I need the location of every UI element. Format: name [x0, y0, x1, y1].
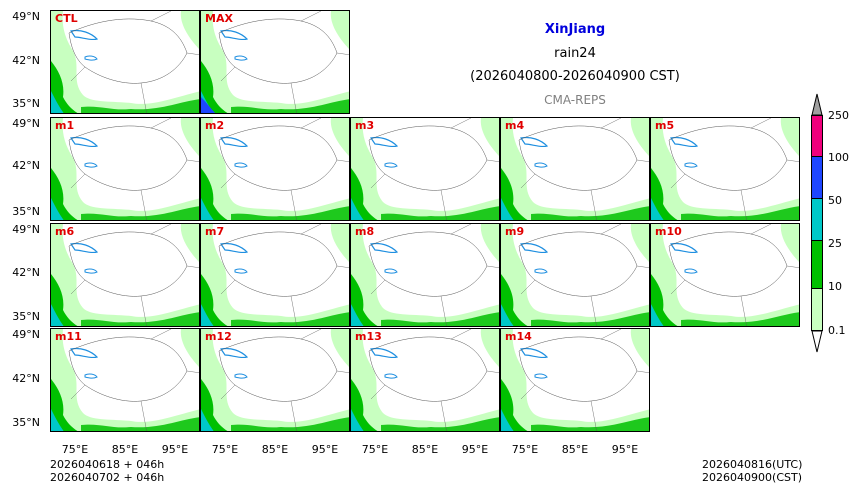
variable-title: rain24	[554, 46, 596, 61]
lat-tick-42-row1: 42°N	[12, 54, 40, 67]
rain-map	[201, 224, 349, 326]
map-panel-m10: m10	[650, 223, 800, 327]
lon-tick-75-col4: 75°E	[511, 443, 539, 456]
panel-label: m14	[505, 330, 532, 343]
panel-label: m6	[55, 225, 75, 238]
panel-label: m7	[205, 225, 225, 238]
colorbar-label-25: 25	[828, 237, 842, 250]
map-panel-m4: m4	[500, 117, 650, 221]
map-panel-m11: m11	[50, 328, 200, 432]
panel-label: m12	[205, 330, 232, 343]
lat-tick-35-row2: 35°N	[12, 205, 40, 218]
lon-tick-85-col1: 85°E	[111, 443, 139, 456]
lat-tick-35-row3: 35°N	[12, 310, 40, 323]
colorbar-label-0.1: 0.1	[828, 324, 846, 337]
map-panel-m2: m2	[200, 117, 350, 221]
panel-label: m13	[355, 330, 382, 343]
rain-map	[651, 224, 799, 326]
colorbar-segment-50-100	[811, 156, 823, 199]
map-panel-m6: m6	[50, 223, 200, 327]
lat-tick-35-row4: 35°N	[12, 416, 40, 429]
lon-tick-85-col4: 85°E	[561, 443, 589, 456]
rain-map	[651, 118, 799, 220]
map-panel-m14: m14	[500, 328, 650, 432]
rain-map	[51, 329, 199, 431]
valid-utc: 2026040816(UTC)	[702, 458, 803, 471]
rain-map	[201, 329, 349, 431]
valid-cst: 2026040900(CST)	[702, 471, 802, 484]
lat-tick-42-row2: 42°N	[12, 159, 40, 172]
rain-map	[501, 224, 649, 326]
map-panel-m1: m1	[50, 117, 200, 221]
colorbar-over-arrow	[811, 93, 823, 116]
lat-tick-49-row1: 49°N	[12, 10, 40, 23]
lat-tick-42-row4: 42°N	[12, 372, 40, 385]
map-panel-m3: m3	[350, 117, 500, 221]
lat-tick-49-row4: 49°N	[12, 328, 40, 341]
rain-map	[51, 118, 199, 220]
panel-label: m4	[505, 119, 525, 132]
map-panel-m12: m12	[200, 328, 350, 432]
map-panel-max: MAX	[200, 10, 350, 114]
lon-tick-85-col2: 85°E	[261, 443, 289, 456]
map-panel-m5: m5	[650, 117, 800, 221]
panel-label: m1	[55, 119, 75, 132]
rain-map	[201, 118, 349, 220]
map-panel-m13: m13	[350, 328, 500, 432]
rain-map	[501, 118, 649, 220]
rain-map	[51, 11, 199, 113]
colorbar-label-50: 50	[828, 194, 842, 207]
panel-label: m11	[55, 330, 82, 343]
model-title: CMA-REPS	[544, 93, 606, 107]
colorbar-label-10: 10	[828, 280, 842, 293]
map-panel-m9: m9	[500, 223, 650, 327]
colorbar-label-250: 250	[828, 109, 849, 122]
lon-tick-75-col3: 75°E	[361, 443, 389, 456]
panel-label: m2	[205, 119, 225, 132]
rain-map	[351, 224, 499, 326]
colorbar-segment-100-250	[811, 115, 823, 157]
panel-label: CTL	[55, 12, 78, 25]
valid-time-footer: 2026040816(UTC) 2026040900(CST)	[702, 458, 802, 484]
lon-tick-95-col4: 95°E	[611, 443, 639, 456]
lon-tick-75-col1: 75°E	[61, 443, 89, 456]
map-panel-m8: m8	[350, 223, 500, 327]
lon-tick-75-col2: 75°E	[211, 443, 239, 456]
map-panel-m7: m7	[200, 223, 350, 327]
lat-tick-35-row1: 35°N	[12, 97, 40, 110]
lon-tick-95-col3: 95°E	[461, 443, 489, 456]
init-time-footer: 2026040618 + 046h 2026040702 + 046h	[50, 458, 164, 484]
lat-tick-49-row3: 49°N	[12, 223, 40, 236]
colorbar-segment-0.1-10	[811, 288, 823, 331]
map-panel-ctl: CTL	[50, 10, 200, 114]
colorbar-segment-10-25	[811, 240, 823, 289]
init-line-1: 2026040618 + 046h	[50, 458, 165, 471]
panel-label: m8	[355, 225, 375, 238]
rain-map	[201, 11, 349, 113]
panel-label: MAX	[205, 12, 233, 25]
rain-map	[51, 224, 199, 326]
lon-tick-95-col2: 95°E	[311, 443, 339, 456]
colorbar-label-100: 100	[828, 151, 849, 164]
lon-tick-85-col3: 85°E	[411, 443, 439, 456]
rain-map	[501, 329, 649, 431]
colorbar-segment-25-50	[811, 198, 823, 241]
region-title: XinJiang	[544, 22, 606, 37]
lon-tick-95-col1: 95°E	[161, 443, 189, 456]
panel-label: m9	[505, 225, 525, 238]
lat-tick-42-row3: 42°N	[12, 266, 40, 279]
colorbar-under-arrow	[811, 330, 823, 353]
panel-label: m5	[655, 119, 675, 132]
period-title: (2026040800-2026040900 CST)	[470, 69, 680, 84]
init-line-2: 2026040702 + 046h	[50, 471, 165, 484]
rain-map	[351, 329, 499, 431]
panel-label: m3	[355, 119, 375, 132]
rain-map	[351, 118, 499, 220]
lat-tick-49-row2: 49°N	[12, 117, 40, 130]
panel-label: m10	[655, 225, 682, 238]
